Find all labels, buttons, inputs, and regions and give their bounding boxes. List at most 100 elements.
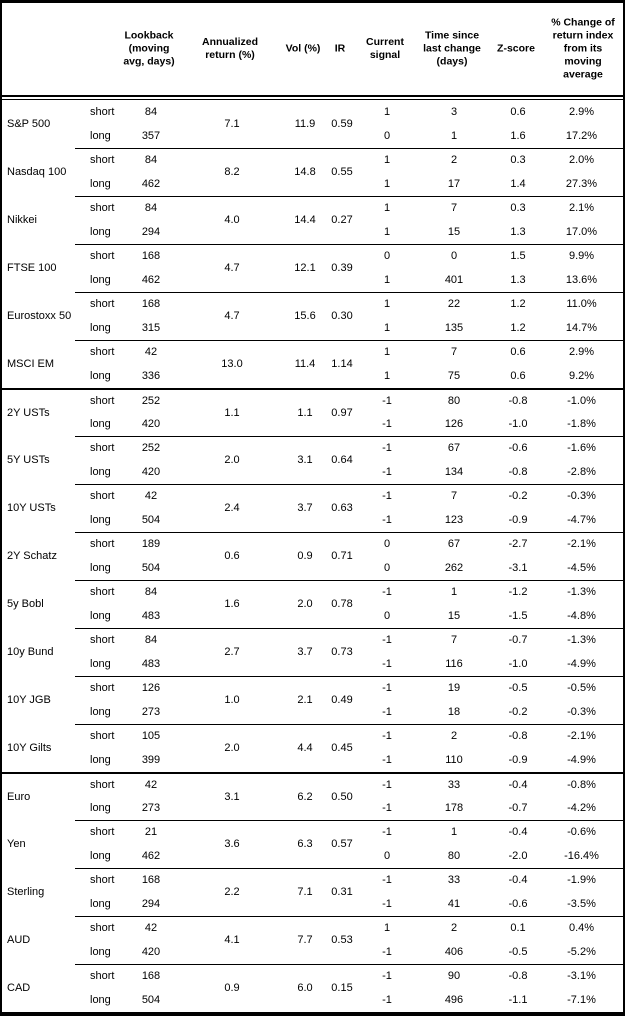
- asset-name: Nikkei: [7, 213, 37, 226]
- side-label-long: long: [90, 849, 111, 862]
- annualized-return-value: 1.6: [224, 597, 240, 610]
- annualized-return-value: 13.0: [221, 357, 243, 370]
- pct-change-long-value: -0.3%: [567, 705, 596, 718]
- annualized-return-value: 3.6: [224, 837, 240, 850]
- lookback-long-value: 273: [141, 802, 161, 814]
- asset-name: Sterling: [7, 885, 45, 898]
- zscore-short-value: -1.2: [508, 585, 528, 598]
- pct-change-short-value: -2.1%: [567, 537, 596, 550]
- lookback-short-value: 84: [144, 153, 158, 166]
- time-since-short-value: 0: [450, 249, 458, 262]
- pct-change-short-value: -1.0%: [567, 395, 596, 407]
- lookback-long-value: 294: [141, 897, 161, 910]
- pct-change-long-value: 17.2%: [565, 129, 598, 142]
- time-since-long-value: 41: [447, 897, 461, 910]
- asset-name: Yen: [7, 837, 26, 850]
- lookback-short-value: 168: [141, 249, 161, 262]
- zscore-short-value: -0.8: [508, 969, 528, 982]
- lookback-long-value: 357: [141, 129, 161, 142]
- signal-short-value: -1: [382, 395, 392, 407]
- lookback-long-value: 504: [141, 513, 161, 526]
- asset-name: AUD: [7, 933, 31, 946]
- pct-change-long-value: -4.2%: [567, 802, 596, 814]
- asset-block: MSCI EM short long 42 336 13.0 11.4 1.14 1 1 7 75 0.…: [2, 340, 623, 388]
- signal-long-value: -1: [382, 897, 392, 910]
- zscore-short-value: -0.7: [508, 633, 528, 646]
- pct-change-short-value: -0.6%: [567, 825, 596, 838]
- side-label-short: short: [90, 395, 115, 407]
- lookback-long-value: 294: [141, 225, 161, 238]
- asset-block: Nikkei short long 84 294 4.0 14.4 0.27 1 1 7 15 0.3 1…: [2, 196, 623, 244]
- zscore-long-value: -0.7: [508, 802, 528, 814]
- signal-short-value: 1: [383, 105, 391, 118]
- signal-short-value: 1: [383, 921, 391, 934]
- side-label-short: short: [90, 873, 115, 886]
- asset-block: 2Y Schatz short long 189 504 0.6 0.9 0.71 0 0 67 26…: [2, 532, 623, 580]
- asset-block: 10Y Gilts short long 105 399 2.0 4.4 0.45 -1 -1 2 1…: [2, 724, 623, 772]
- pct-change-short-value: -1.3%: [567, 585, 596, 598]
- zscore-long-value: 1.4: [510, 177, 526, 190]
- side-label-short: short: [90, 249, 115, 262]
- lookback-long-value: 504: [141, 993, 161, 1006]
- lookback-short-value: 84: [144, 105, 158, 118]
- lookback-long-value: 420: [141, 465, 161, 478]
- ir-value: 0.15: [331, 981, 353, 994]
- lookback-long-value: 336: [141, 369, 161, 382]
- asset-name: FTSE 100: [7, 261, 57, 274]
- pct-change-long-value: -2.8%: [567, 465, 596, 478]
- pct-change-short-value: 2.9%: [568, 105, 595, 118]
- asset-name: Nasdaq 100: [7, 165, 67, 178]
- side-label-short: short: [90, 585, 115, 598]
- signal-long-value: 0: [383, 609, 391, 622]
- ir-value: 0.78: [331, 597, 353, 610]
- pct-change-short-value: -1.9%: [567, 873, 596, 886]
- signal-short-value: 1: [383, 201, 391, 214]
- vol-value: 0.9: [297, 549, 313, 562]
- signal-short-value: -1: [382, 873, 392, 886]
- time-since-long-value: 110: [445, 753, 463, 766]
- asset-name: 2Y USTs: [7, 406, 50, 419]
- col-header-pct-change: % Change of return index from its moving…: [551, 16, 615, 81]
- signal-short-value: 0: [383, 537, 391, 550]
- time-since-short-value: 33: [447, 873, 461, 886]
- side-label-short: short: [90, 345, 115, 358]
- lookback-short-value: 189: [141, 537, 161, 550]
- side-label-long: long: [90, 225, 111, 238]
- annualized-return-value: 0.9: [224, 981, 240, 994]
- signal-short-value: 1: [383, 153, 391, 166]
- lookback-short-value: 168: [141, 969, 161, 982]
- zscore-short-value: -0.4: [508, 873, 528, 886]
- asset-name: MSCI EM: [7, 357, 55, 370]
- side-label-short: short: [90, 633, 115, 646]
- zscore-long-value: 1.6: [510, 129, 526, 142]
- side-label-long: long: [90, 802, 111, 814]
- col-header-current-signal: Current signal: [366, 36, 404, 61]
- vol-value: 2.0: [297, 597, 313, 610]
- signal-short-value: -1: [382, 633, 392, 646]
- zscore-long-value: -0.6: [508, 897, 528, 910]
- zscore-short-value: -2.7: [508, 537, 528, 550]
- pct-change-long-value: -5.2%: [567, 945, 596, 958]
- time-since-long-value: 126: [444, 418, 464, 430]
- vol-value: 12.1: [294, 261, 316, 274]
- lookback-long-value: 483: [141, 609, 161, 622]
- time-since-long-value: 262: [444, 561, 464, 574]
- zscore-short-value: 1.2: [510, 297, 526, 310]
- zscore-short-value: 0.6: [510, 105, 526, 118]
- time-since-short-value: 2: [450, 921, 458, 934]
- asset-name: CAD: [7, 981, 31, 994]
- ir-value: 0.45: [331, 741, 353, 754]
- lookback-long-value: 420: [141, 945, 161, 958]
- asset-block: Yen short long 21 462 3.6 6.3 0.57 -1 0 1 80 -0.4 -2.…: [2, 820, 623, 868]
- vol-value: 6.0: [297, 981, 313, 994]
- asset-block: 5Y USTs short long 252 420 2.0 3.1 0.64 -1 -1 67 13…: [2, 436, 623, 484]
- side-label-long: long: [90, 753, 111, 766]
- annualized-return-value: 1.1: [224, 406, 240, 419]
- ir-value: 0.71: [331, 549, 353, 562]
- lookback-long-value: 462: [141, 849, 161, 862]
- zscore-long-value: -0.9: [508, 753, 528, 766]
- zscore-long-value: 0.6: [510, 369, 526, 382]
- col-header-zscore: Z-score: [497, 42, 535, 55]
- time-since-long-value: 15: [447, 225, 461, 238]
- ir-value: 0.97: [331, 406, 353, 419]
